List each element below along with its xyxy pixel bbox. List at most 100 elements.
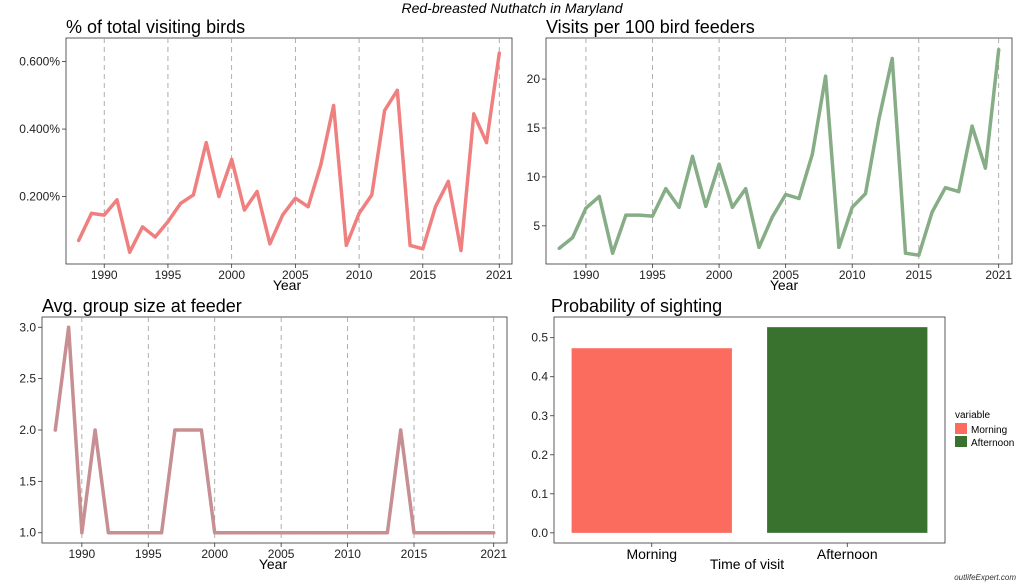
data-point [459, 248, 463, 253]
data-point [957, 190, 961, 194]
data-point [133, 531, 137, 535]
data-point [664, 187, 668, 191]
panel-title-group-size: Avg. group size at feeder [42, 296, 242, 316]
data-point [465, 531, 469, 535]
data-point [917, 253, 921, 257]
data-point [484, 141, 489, 145]
panel-visits-per-100: 1990 1995 2000 2005 2010 2015 2021 5 10 15 20 [527, 37, 1013, 282]
x-tick-label: 1990 [69, 547, 96, 561]
data-point [166, 220, 170, 224]
data-point [204, 141, 208, 145]
y-tick-label: 1.5 [19, 474, 36, 488]
data-point [292, 531, 296, 535]
x-tick-label: 1995 [135, 547, 162, 561]
panel-frame [545, 37, 1013, 265]
data-point [399, 428, 403, 432]
y-tick-label: 0.0 [531, 526, 548, 540]
data-point [191, 193, 195, 197]
data-point [359, 531, 363, 535]
x-tick-label: 2005 [282, 268, 309, 282]
legend: variable Morning Afternoon [955, 410, 1014, 449]
y-tick-label: 0.3 [531, 409, 548, 423]
data-point [230, 157, 234, 161]
x-tick-label: 2000 [201, 547, 228, 561]
data-point [997, 48, 1001, 52]
x-tick-label: 2005 [268, 547, 295, 561]
y-tick-label: 15 [527, 121, 541, 135]
data-point [383, 108, 387, 113]
data-point [385, 531, 389, 535]
data-point [266, 531, 270, 535]
x-tick-label: 2021 [486, 268, 513, 282]
data-point [332, 531, 336, 535]
data-point [850, 205, 854, 209]
x-axis-label-percent: Year [273, 277, 302, 293]
legend-label-morning: Morning [971, 425, 1007, 436]
panel-probability: 0.0 0.1 0.2 0.3 0.4 0.5 Morning Afternoon [531, 316, 946, 562]
y-tick-label: 2.5 [19, 372, 36, 386]
data-point [102, 213, 106, 217]
data-point [983, 166, 988, 170]
data-point [903, 251, 908, 255]
data-point [242, 208, 246, 212]
data-point [80, 531, 84, 535]
panel-frame [65, 37, 513, 265]
x-tick-label: 2021 [985, 268, 1012, 282]
x-axis-label-group: Year [259, 556, 288, 572]
legend-swatch-afternoon [955, 436, 967, 447]
data-point [128, 250, 132, 254]
data-point [433, 205, 438, 209]
y-tick-label: 20 [527, 72, 541, 86]
y-tick-label: 0.600% [19, 55, 60, 69]
legend-label-afternoon: Afternoon [971, 438, 1014, 449]
data-point [106, 531, 110, 535]
x-tick-label: 2000 [706, 268, 733, 282]
data-point [472, 112, 476, 116]
data-point [319, 531, 323, 535]
data-point [650, 214, 655, 218]
panel-title-percent-visiting: % of total visiting birds [66, 17, 245, 37]
panel-title-visits-per-100: Visits per 100 bird feeders [546, 17, 755, 37]
series-line [76, 51, 502, 254]
panel-title-probability: Probability of sighting [551, 296, 722, 316]
data-point [395, 88, 399, 92]
y-tick-label: 5 [533, 219, 540, 233]
panel-percent-visiting: 1990 1995 2000 2005 2010 2015 2021 0.200% 0.400%… [19, 37, 513, 282]
data-point [863, 192, 868, 196]
data-point [146, 531, 150, 535]
data-point [770, 215, 774, 219]
x-tick-label: 2021 [480, 547, 507, 561]
data-point [439, 531, 443, 535]
data-point [279, 531, 283, 535]
data-point [837, 245, 841, 249]
data-point [179, 201, 183, 205]
data-point [253, 531, 257, 535]
data-point [970, 124, 974, 128]
data-point [53, 428, 57, 432]
data-point [306, 205, 310, 209]
y-tick-label: 2.0 [19, 423, 36, 437]
x-tick-label: 2010 [839, 268, 866, 282]
data-point [372, 531, 376, 535]
data-point [930, 210, 934, 214]
data-point [704, 204, 708, 208]
bar-morning [571, 348, 732, 533]
data-point [690, 154, 695, 158]
data-point [153, 235, 157, 239]
data-point [492, 531, 496, 535]
y-tick-label: 3.0 [19, 320, 36, 334]
x-tick-label: 2015 [905, 268, 932, 282]
x-tick-label: 1990 [91, 268, 118, 282]
data-point [226, 531, 230, 535]
data-point [890, 56, 894, 61]
panel-group-size: 1990 1995 2000 2005 2010 2015 2021 1.0 1.5 2.0 2.5… [19, 316, 508, 561]
series-line [53, 325, 496, 535]
x-tick-label: Afternoon [817, 546, 878, 562]
panel-frame [41, 316, 508, 544]
series-line [557, 47, 1001, 257]
data-point [186, 428, 190, 432]
data-point [412, 531, 416, 535]
y-tick-label: 0.2 [531, 448, 548, 462]
main-title: Red-breasted Nuthatch in Maryland [401, 0, 623, 16]
